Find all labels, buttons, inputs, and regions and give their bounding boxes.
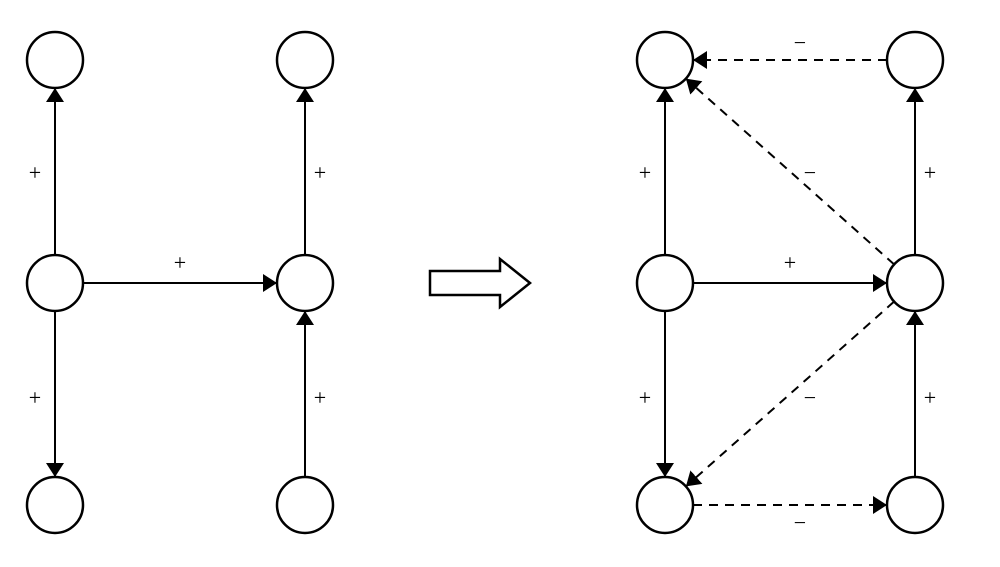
- graph-node: [277, 477, 333, 533]
- edge-label: −: [804, 160, 816, 185]
- edge-label: +: [639, 385, 651, 410]
- graph-node: [277, 255, 333, 311]
- edge-label: +: [639, 160, 651, 185]
- graph-node: [637, 477, 693, 533]
- graph-node: [277, 32, 333, 88]
- edge-label: +: [924, 160, 936, 185]
- edge-label: +: [314, 385, 326, 410]
- graph-node: [27, 255, 83, 311]
- graph-node: [27, 32, 83, 88]
- edge: [686, 79, 894, 265]
- graph-node: [887, 477, 943, 533]
- edge-label: −: [804, 385, 816, 410]
- graph-node: [27, 477, 83, 533]
- edge-label: −: [794, 30, 806, 55]
- edge-label: +: [174, 250, 186, 275]
- graph-node: [637, 32, 693, 88]
- graph-node: [887, 255, 943, 311]
- edge-label: +: [924, 385, 936, 410]
- transition-arrow: [430, 259, 530, 307]
- edge: [686, 302, 894, 487]
- edge-label: +: [784, 250, 796, 275]
- edge-label: +: [29, 385, 41, 410]
- graph-node: [637, 255, 693, 311]
- edge-label: +: [29, 160, 41, 185]
- edge-label: +: [314, 160, 326, 185]
- graph-diagram: + + + + + + + + + + − − − −: [0, 0, 1000, 567]
- edge-label: −: [794, 510, 806, 535]
- graph-node: [887, 32, 943, 88]
